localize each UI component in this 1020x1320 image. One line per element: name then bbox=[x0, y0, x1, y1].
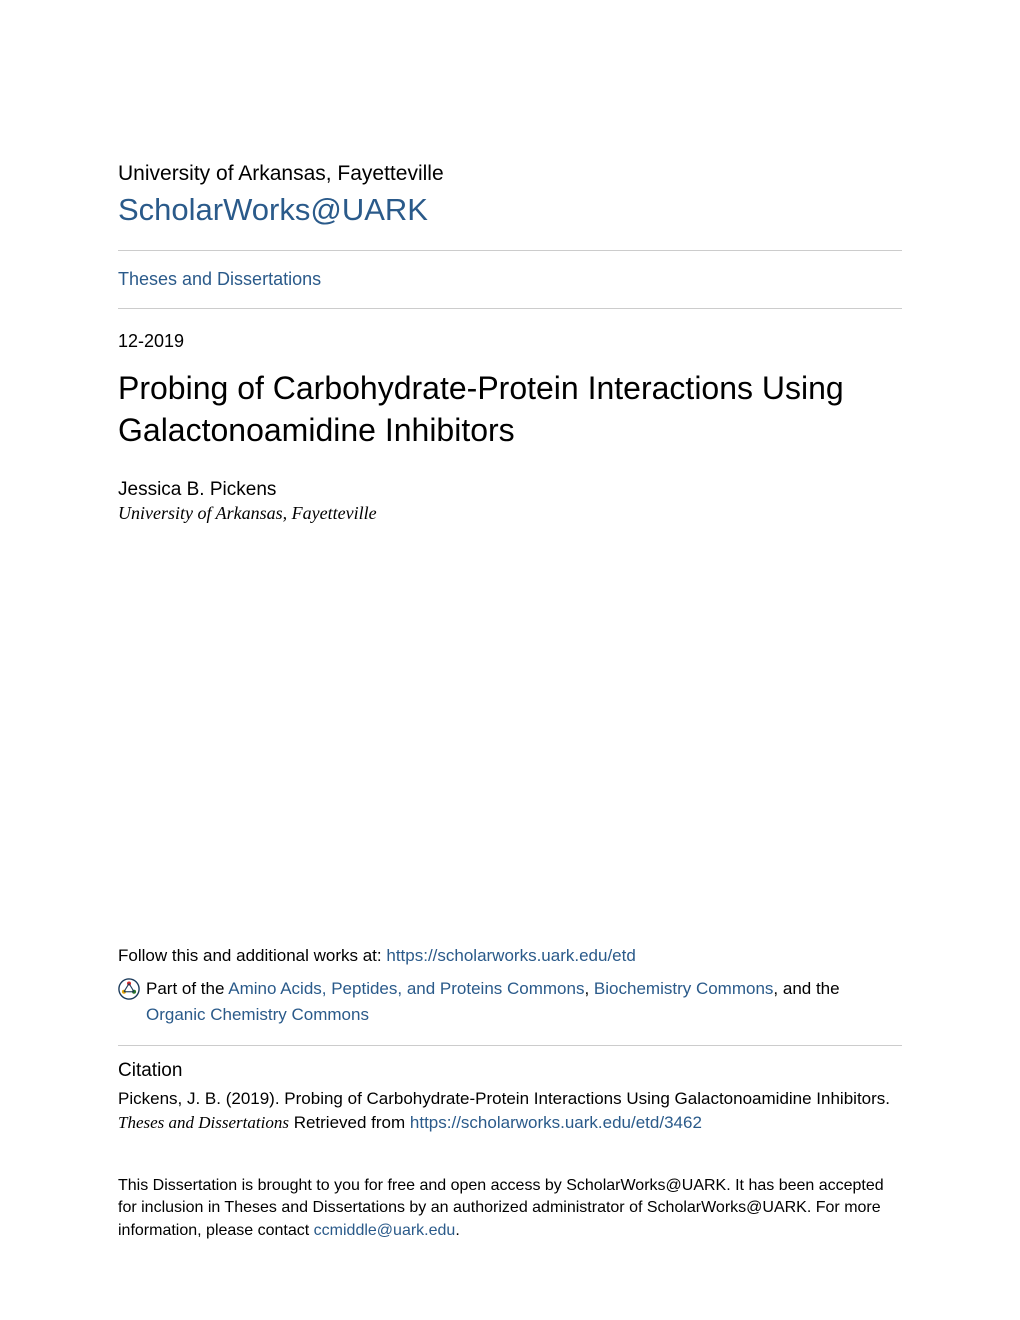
commons-link-3[interactable]: Organic Chemistry Commons bbox=[146, 1005, 369, 1024]
citation-heading: Citation bbox=[118, 1060, 902, 1082]
bottom-section: Follow this and additional works at: htt… bbox=[118, 946, 902, 1242]
paper-title: Probing of Carbohydrate-Protein Interact… bbox=[118, 368, 902, 451]
repository-name: ScholarWorks@UARK bbox=[118, 192, 902, 228]
network-commons-icon bbox=[118, 978, 140, 1000]
commons-prefix: Part of the bbox=[146, 979, 228, 998]
collection-row: Theses and Dissertations bbox=[118, 251, 902, 308]
access-statement: This Dissertation is brought to you for … bbox=[118, 1175, 902, 1242]
author-name: Jessica B. Pickens bbox=[118, 479, 902, 501]
publication-date: 12-2019 bbox=[118, 309, 902, 368]
author-affiliation: University of Arkansas, Fayetteville bbox=[118, 503, 902, 524]
citation-url-link[interactable]: https://scholarworks.uark.edu/etd/3462 bbox=[410, 1113, 702, 1132]
collection-link[interactable]: Theses and Dissertations bbox=[118, 269, 321, 289]
follow-line: Follow this and additional works at: htt… bbox=[118, 946, 902, 966]
divider-citation bbox=[118, 1045, 902, 1046]
commons-sep-1: , bbox=[584, 979, 593, 998]
access-suffix: . bbox=[455, 1222, 459, 1239]
access-text-body: This Dissertation is brought to you for … bbox=[118, 1177, 884, 1239]
citation-text: Pickens, J. B. (2019). Probing of Carboh… bbox=[118, 1087, 902, 1135]
commons-sep-2: , and the bbox=[773, 979, 839, 998]
contact-email-link[interactable]: ccmiddle@uark.edu bbox=[314, 1222, 456, 1239]
commons-link-2[interactable]: Biochemistry Commons bbox=[594, 979, 774, 998]
follow-prefix: Follow this and additional works at: bbox=[118, 946, 386, 965]
commons-line: Part of the Amino Acids, Peptides, and P… bbox=[118, 976, 902, 1027]
citation-mid: Retrieved from bbox=[289, 1113, 410, 1132]
commons-text: Part of the Amino Acids, Peptides, and P… bbox=[146, 976, 902, 1027]
commons-link-1[interactable]: Amino Acids, Peptides, and Proteins Comm… bbox=[228, 979, 584, 998]
citation-journal: Theses and Dissertations bbox=[118, 1113, 289, 1132]
repository-link[interactable]: ScholarWorks@UARK bbox=[118, 192, 428, 227]
citation-pre: Pickens, J. B. (2019). Probing of Carboh… bbox=[118, 1089, 890, 1108]
follow-link[interactable]: https://scholarworks.uark.edu/etd bbox=[386, 946, 635, 965]
university-name: University of Arkansas, Fayetteville bbox=[118, 162, 902, 186]
